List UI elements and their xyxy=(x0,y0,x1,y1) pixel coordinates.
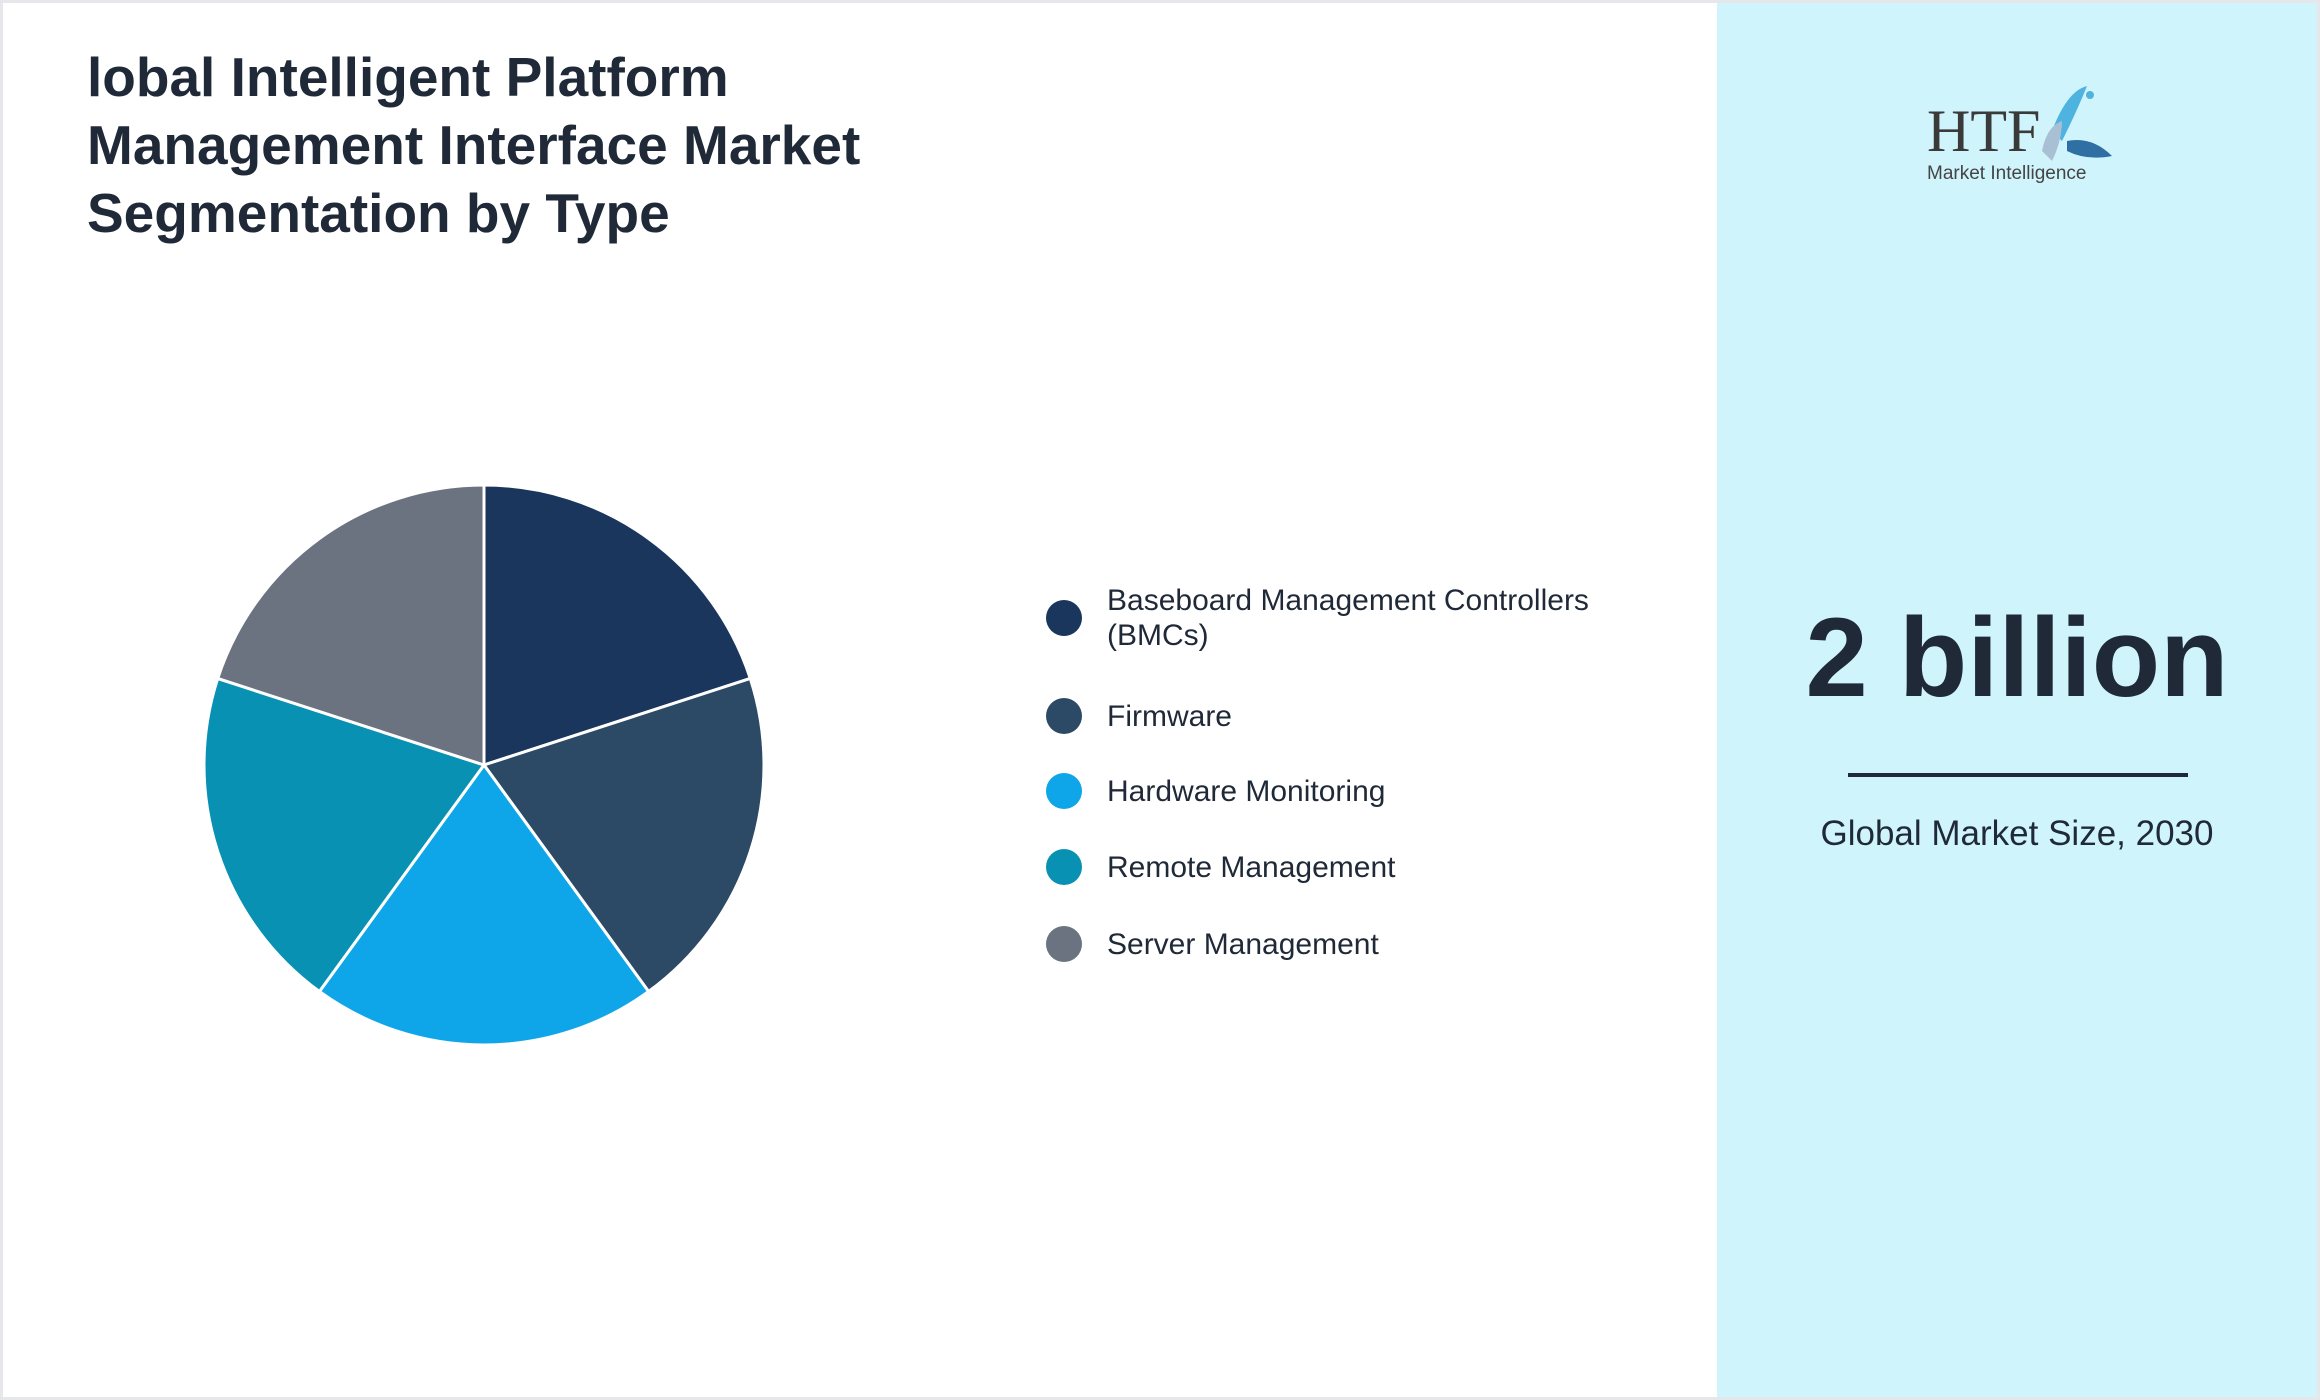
legend-item: Server Management xyxy=(1046,926,1646,962)
legend-label: Remote Management xyxy=(1107,850,1396,884)
pie-chart xyxy=(202,483,766,1047)
market-size-caption: Global Market Size, 2030 xyxy=(1820,814,2214,853)
pie-slice-3 xyxy=(317,762,651,1047)
pie-slice-4 xyxy=(202,676,487,994)
legend-label: Firmware xyxy=(1107,699,1232,733)
legend-label: Baseboard Management Controllers (BMCs) xyxy=(1107,584,1589,652)
svg-text:Market Intelligence: Market Intelligence xyxy=(1927,163,2086,184)
legend-swatch xyxy=(1046,600,1082,636)
legend-item: Firmware xyxy=(1046,698,1646,734)
legend-label: Hardware Monitoring xyxy=(1107,774,1386,808)
legend-item: Hardware Monitoring xyxy=(1046,773,1646,809)
htf-logo: HTF Market Intelligence xyxy=(1927,86,2112,184)
legend-label: Server Management xyxy=(1107,927,1379,961)
legend-swatch xyxy=(1046,773,1082,809)
market-size-panel: HTF Market Intelligence 2 billion Global… xyxy=(1717,3,2317,1397)
legend-item: Baseboard Management Controllers (BMCs) xyxy=(1046,583,1646,653)
legend-item: Remote Management xyxy=(1046,849,1646,885)
divider xyxy=(1848,773,2188,777)
chart-title: lobal Intelligent Platform Management In… xyxy=(87,46,861,244)
pie-slice-5 xyxy=(215,483,486,768)
frame: lobal Intelligent Platform Management In… xyxy=(3,3,2317,1397)
pie-slice-2 xyxy=(481,676,766,994)
legend-swatch xyxy=(1046,926,1082,962)
svg-text:HTF: HTF xyxy=(1927,98,2040,164)
legend-swatch xyxy=(1046,698,1082,734)
pie-slice-1 xyxy=(482,483,753,768)
legend-swatch xyxy=(1046,849,1082,885)
market-size-value: 2 billion xyxy=(1805,595,2229,720)
